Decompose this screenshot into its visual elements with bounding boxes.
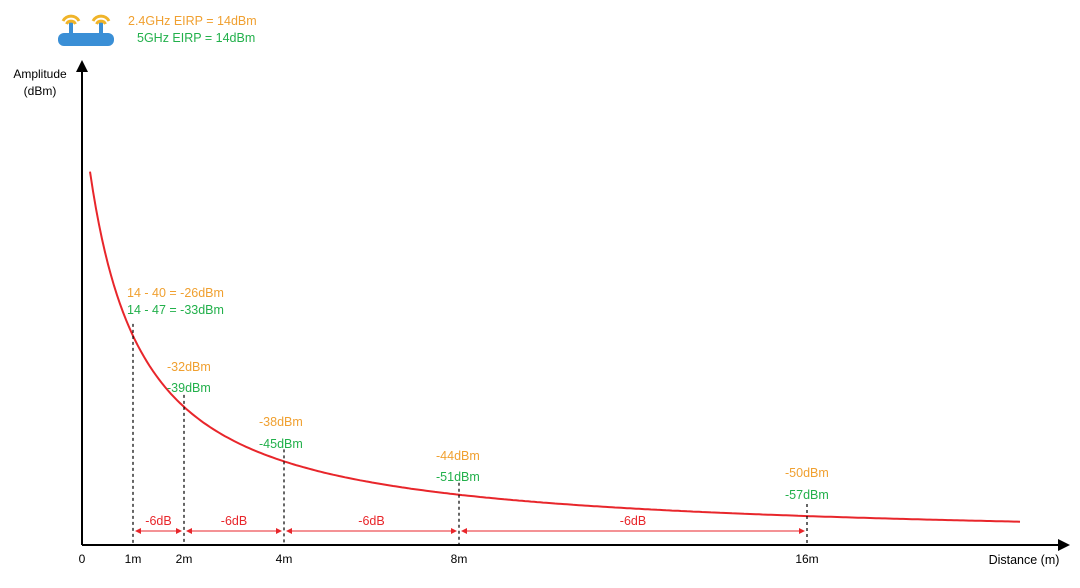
interval-label: -6dB bbox=[221, 514, 247, 528]
legend-24ghz: 2.4GHz EIRP = 14dBm bbox=[128, 14, 257, 28]
interval-arrow-right bbox=[451, 528, 457, 534]
interval-arrow-left bbox=[286, 528, 292, 534]
x-axis-label: Distance (m) bbox=[989, 553, 1060, 567]
y-axis-arrow bbox=[76, 60, 88, 72]
x-tick-label: 2m bbox=[176, 552, 193, 566]
interval-arrow-right bbox=[276, 528, 282, 534]
origin-label: 0 bbox=[79, 552, 86, 566]
value-label-24ghz: -32dBm bbox=[167, 360, 211, 374]
interval-label: -6dB bbox=[145, 514, 171, 528]
y-axis-label-line1: Amplitude bbox=[13, 67, 67, 81]
value-label-24ghz: -38dBm bbox=[259, 415, 303, 429]
value-label-24ghz: -50dBm bbox=[785, 466, 829, 480]
x-tick-label: 16m bbox=[795, 552, 818, 566]
interval-label: -6dB bbox=[620, 514, 646, 528]
x-tick-label: 8m bbox=[451, 552, 468, 566]
value-label-5ghz: -51dBm bbox=[436, 470, 480, 484]
value-label-24ghz: 14 - 40 = -26dBm bbox=[127, 286, 224, 300]
x-tick-label: 1m bbox=[125, 552, 142, 566]
interval-arrow-right bbox=[799, 528, 805, 534]
value-label-5ghz: 14 - 47 = -33dBm bbox=[127, 303, 224, 317]
y-axis-label-line2: (dBm) bbox=[24, 84, 57, 98]
interval-arrow-left bbox=[186, 528, 192, 534]
x-tick-label: 4m bbox=[276, 552, 293, 566]
chart-marks: 1m 14 - 40 = -26dBm 14 - 47 = -33dBm 2m -32d… bbox=[125, 286, 829, 566]
value-label-5ghz: -57dBm bbox=[785, 488, 829, 502]
interval-label: -6dB bbox=[358, 514, 384, 528]
wifi-router-icon bbox=[58, 14, 114, 46]
x-axis-arrow bbox=[1058, 539, 1070, 551]
interval-arrow-right bbox=[176, 528, 182, 534]
interval-arrow-left bbox=[135, 528, 141, 534]
interval-arrow-left bbox=[461, 528, 467, 534]
axes bbox=[76, 60, 1070, 551]
value-label-24ghz: -44dBm bbox=[436, 449, 480, 463]
legend-5ghz: 5GHz EIRP = 14dBm bbox=[137, 31, 255, 45]
value-label-5ghz: -39dBm bbox=[167, 381, 211, 395]
path-loss-curve bbox=[89, 171, 1021, 523]
value-label-5ghz: -45dBm bbox=[259, 437, 303, 451]
